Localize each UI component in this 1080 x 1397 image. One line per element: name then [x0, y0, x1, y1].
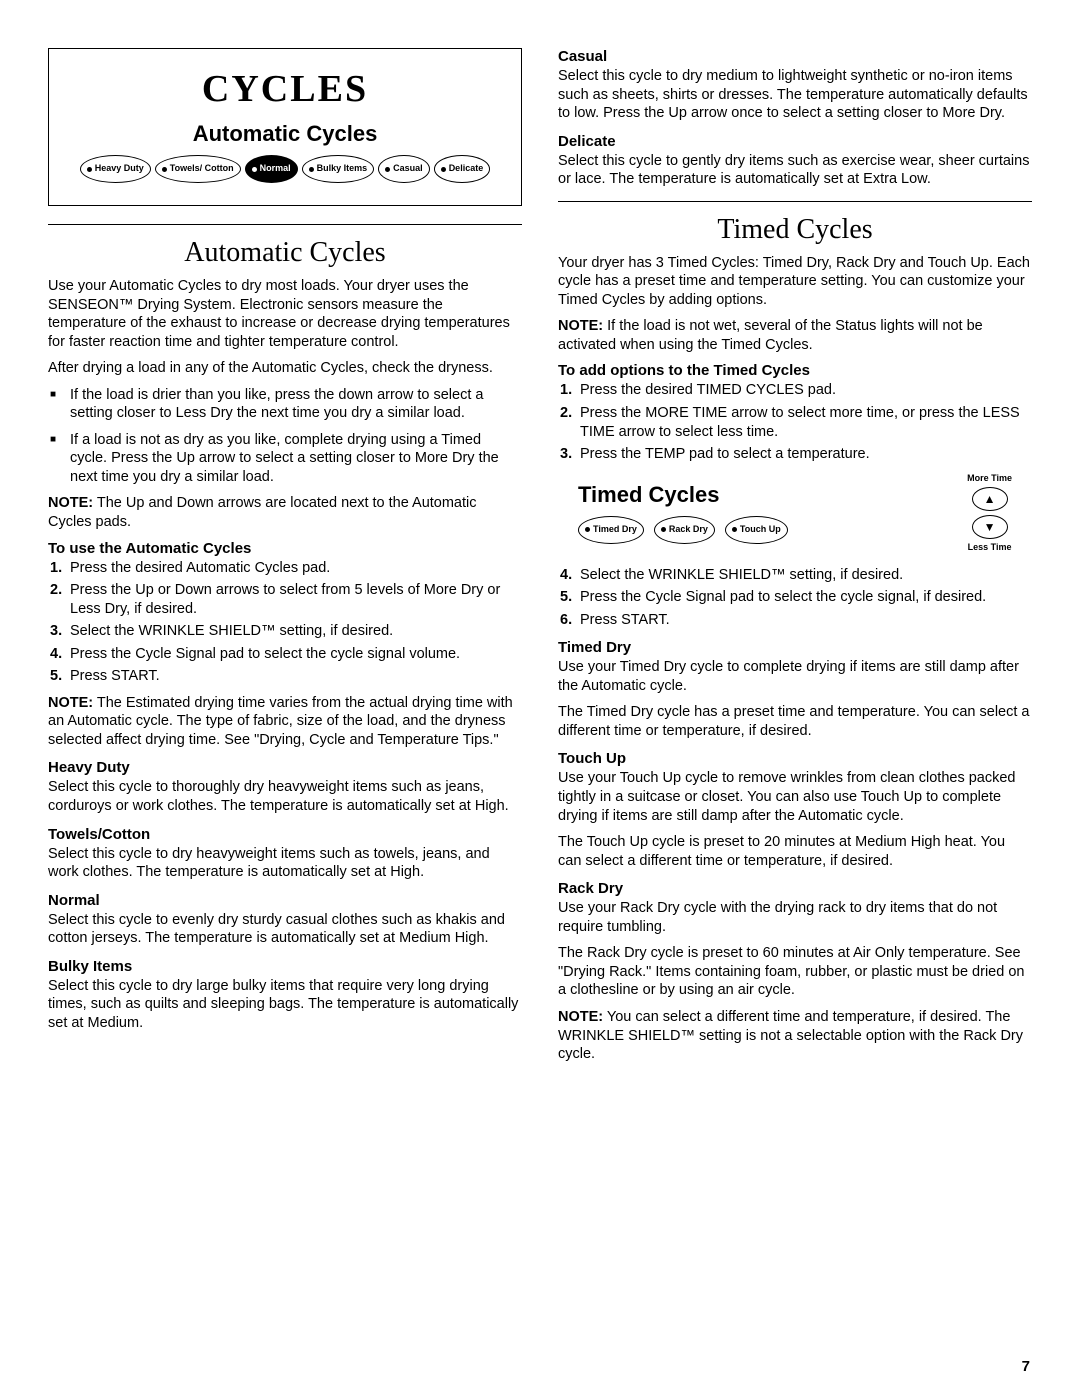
timed-steps-b: Select the WRINKLE SHIELD™ setting, if d…: [558, 566, 1032, 630]
timed-step-a3: Press the TEMP pad to select a temperatu…: [580, 445, 1032, 464]
desc-heavy-duty-title: Heavy Duty: [48, 759, 522, 776]
desc-touch-up-title: Touch Up: [558, 750, 1032, 767]
pill-casual[interactable]: Casual: [378, 155, 430, 183]
desc-touch-up-p2: The Touch Up cycle is preset to 20 minut…: [558, 833, 1032, 870]
desc-delicate-title: Delicate: [558, 133, 1032, 150]
divider: [48, 224, 522, 225]
auto-step-1: Press the desired Automatic Cycles pad.: [70, 559, 522, 578]
down-arrow-icon: ▼: [984, 520, 996, 534]
auto-step-4: Press the Cycle Signal pad to select the…: [70, 645, 522, 664]
desc-rack-dry-note: NOTE: You can select a different time an…: [558, 1008, 1032, 1064]
auto-pill-row: Heavy Duty Towels/ Cotton Normal Bulky I…: [61, 155, 509, 183]
timed-panel-title: Timed Cycles: [578, 482, 937, 508]
timed-section-heading: Timed Cycles: [558, 214, 1032, 246]
desc-casual-text: Select this cycle to dry medium to light…: [558, 67, 1032, 123]
desc-towels-text: Select this cycle to dry heavyweight ite…: [48, 845, 522, 882]
pill-heavy-duty[interactable]: Heavy Duty: [80, 155, 151, 183]
timed-step-b1: Select the WRINKLE SHIELD™ setting, if d…: [580, 566, 1032, 585]
auto-steps: Press the desired Automatic Cycles pad. …: [48, 559, 522, 686]
auto-note-1: NOTE: The Up and Down arrows are located…: [48, 494, 522, 531]
desc-delicate-text: Select this cycle to gently dry items su…: [558, 152, 1032, 189]
auto-bullet-1: If the load is drier than you like, pres…: [70, 386, 522, 423]
pill-rack-dry[interactable]: Rack Dry: [654, 516, 715, 544]
auto-bullets: If the load is drier than you like, pres…: [48, 386, 522, 487]
timed-steps-a: Press the desired TIMED CYCLES pad. Pres…: [558, 381, 1032, 463]
auto-step-2: Press the Up or Down arrows to select fr…: [70, 581, 522, 618]
main-heading: CYCLES: [61, 67, 509, 111]
desc-heavy-duty-text: Select this cycle to thoroughly dry heav…: [48, 778, 522, 815]
desc-timed-dry-p2: The Timed Dry cycle has a preset time an…: [558, 703, 1032, 740]
auto-panel-title: Automatic Cycles: [61, 121, 509, 147]
right-column: Casual Select this cycle to dry medium t…: [558, 48, 1032, 1072]
timed-control-panel: Timed Cycles Timed Dry Rack Dry Touch Up…: [558, 474, 1032, 552]
desc-bulky-text: Select this cycle to dry large bulky ite…: [48, 977, 522, 1033]
time-arrows: More Time ▲ ▼ Less Time: [967, 474, 1012, 552]
more-time-button[interactable]: ▲: [972, 487, 1008, 511]
auto-step-5: Press START.: [70, 667, 522, 686]
timed-note: NOTE: If the load is not wet, several of…: [558, 317, 1032, 354]
timed-pill-row: Timed Dry Rack Dry Touch Up: [578, 516, 937, 544]
pill-touch-up[interactable]: Touch Up: [725, 516, 788, 544]
desc-timed-dry-title: Timed Dry: [558, 639, 1032, 656]
timed-add-head: To add options to the Timed Cycles: [558, 362, 1032, 379]
less-time-button[interactable]: ▼: [972, 515, 1008, 539]
auto-bullet-2: If a load is not as dry as you like, com…: [70, 431, 522, 487]
desc-towels-title: Towels/Cotton: [48, 826, 522, 843]
timed-step-a2: Press the MORE TIME arrow to select more…: [580, 404, 1032, 441]
cycles-frame: CYCLES Automatic Cycles Heavy Duty Towel…: [48, 48, 522, 206]
more-time-label: More Time: [967, 474, 1012, 483]
desc-rack-dry-p1: Use your Rack Dry cycle with the drying …: [558, 899, 1032, 936]
page-columns: CYCLES Automatic Cycles Heavy Duty Towel…: [48, 48, 1032, 1072]
auto-intro-1: Use your Automatic Cycles to dry most lo…: [48, 277, 522, 351]
auto-section-heading: Automatic Cycles: [48, 237, 522, 269]
pill-timed-dry[interactable]: Timed Dry: [578, 516, 644, 544]
up-arrow-icon: ▲: [984, 492, 996, 506]
auto-step-3: Select the WRINKLE SHIELD™ setting, if d…: [70, 622, 522, 641]
timed-step-b3: Press START.: [580, 611, 1032, 630]
timed-step-b2: Press the Cycle Signal pad to select the…: [580, 588, 1032, 607]
desc-touch-up-p1: Use your Touch Up cycle to remove wrinkl…: [558, 769, 1032, 825]
auto-note-2: NOTE: The Estimated drying time varies f…: [48, 694, 522, 750]
divider-2: [558, 201, 1032, 202]
pill-bulky-items[interactable]: Bulky Items: [302, 155, 375, 183]
desc-casual-title: Casual: [558, 48, 1032, 65]
less-time-label: Less Time: [968, 543, 1012, 552]
desc-rack-dry-p2: The Rack Dry cycle is preset to 60 minut…: [558, 944, 1032, 1000]
page-number: 7: [1022, 1358, 1030, 1375]
desc-normal-text: Select this cycle to evenly dry sturdy c…: [48, 911, 522, 948]
pill-delicate[interactable]: Delicate: [434, 155, 491, 183]
auto-use-head: To use the Automatic Cycles: [48, 540, 522, 557]
timed-panel-left: Timed Cycles Timed Dry Rack Dry Touch Up: [578, 482, 937, 544]
pill-normal[interactable]: Normal: [245, 155, 298, 183]
desc-bulky-title: Bulky Items: [48, 958, 522, 975]
left-column: CYCLES Automatic Cycles Heavy Duty Towel…: [48, 48, 522, 1072]
timed-intro: Your dryer has 3 Timed Cycles: Timed Dry…: [558, 254, 1032, 310]
auto-intro-2: After drying a load in any of the Automa…: [48, 359, 522, 378]
desc-timed-dry-p1: Use your Timed Dry cycle to complete dry…: [558, 658, 1032, 695]
pill-towels-cotton[interactable]: Towels/ Cotton: [155, 155, 241, 183]
timed-step-a1: Press the desired TIMED CYCLES pad.: [580, 381, 1032, 400]
desc-normal-title: Normal: [48, 892, 522, 909]
desc-rack-dry-title: Rack Dry: [558, 880, 1032, 897]
